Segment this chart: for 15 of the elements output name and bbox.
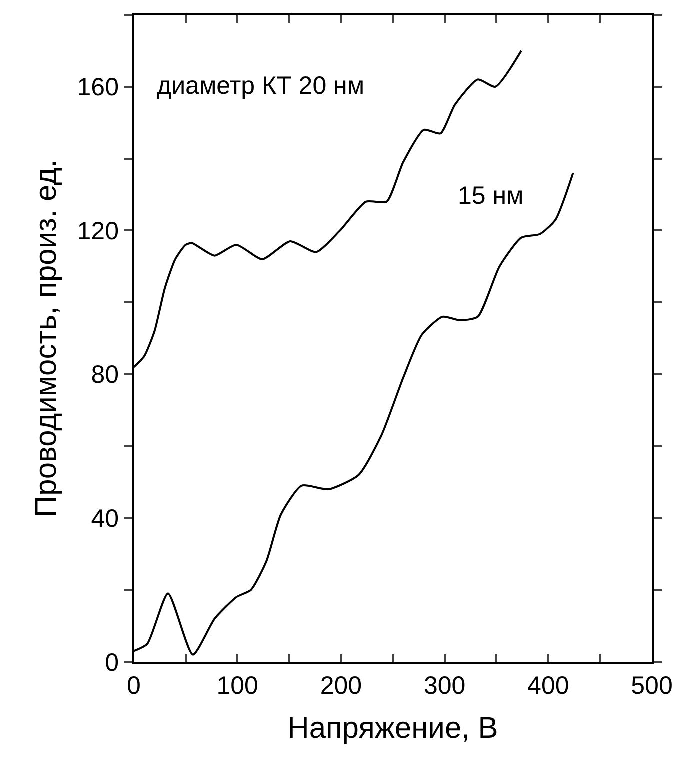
x-axis-title: Напряжение, В: [288, 712, 498, 745]
x-tick-label: 400: [528, 672, 570, 700]
x-tick-label: 200: [320, 672, 362, 700]
y-tick-label: 160: [77, 74, 119, 102]
y-tick-label: 40: [91, 504, 119, 533]
y-tick-label: 0: [105, 648, 119, 677]
y-tick-label: 80: [91, 361, 119, 390]
text: диаметр КТ 20 нм: [157, 72, 365, 100]
y-tick-label: 120: [77, 217, 119, 246]
y-axis-title: Проводимость, произ. ед.: [30, 160, 63, 518]
x-tick-label: 300: [424, 672, 466, 700]
x-tick-label: 100: [216, 672, 258, 700]
series-label: 15 нм: [458, 182, 524, 210]
x-tick-label: 500: [631, 672, 673, 700]
x-tick-label: 0: [127, 672, 141, 700]
